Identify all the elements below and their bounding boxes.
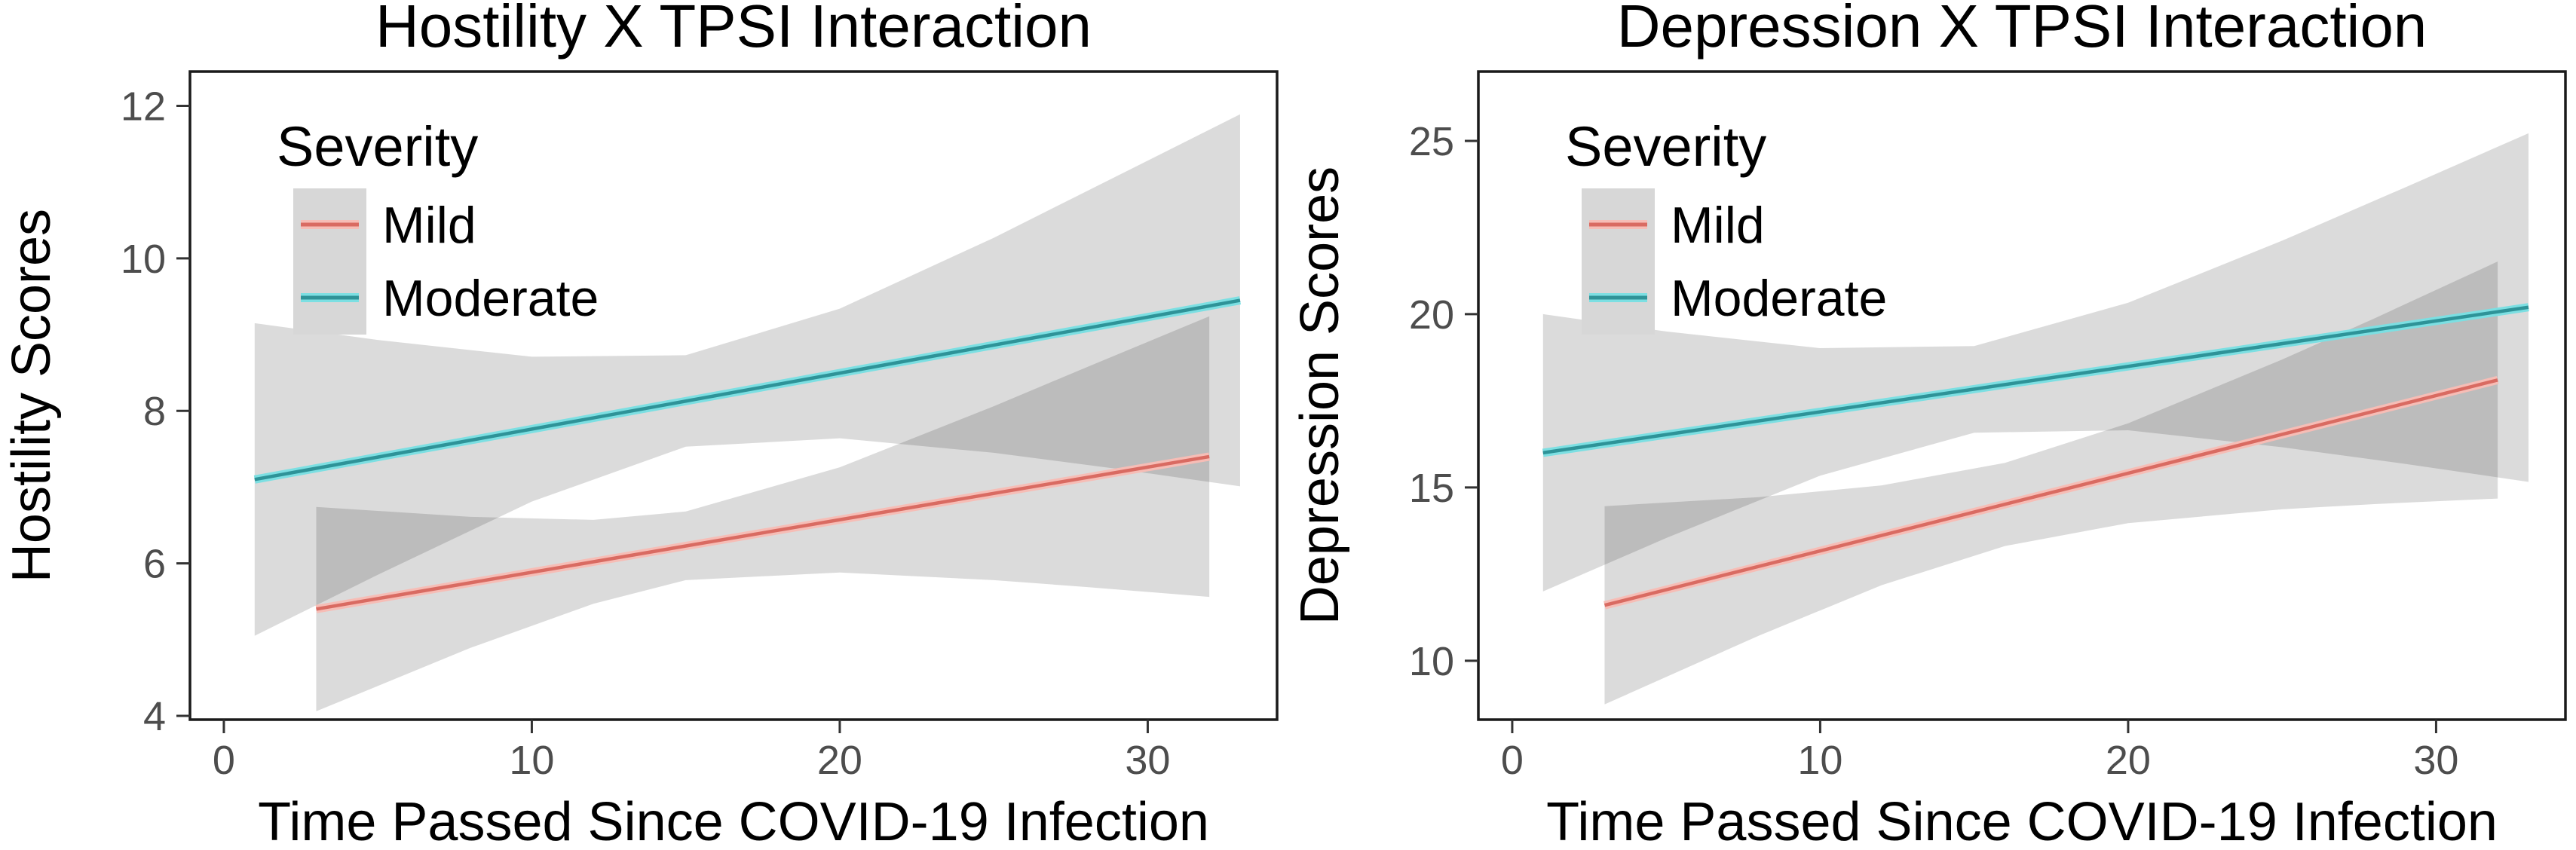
y-tick-label: 6 <box>143 542 166 587</box>
trend-line-moderate <box>254 298 1241 482</box>
trend-line-moderate <box>1542 305 2529 455</box>
x-tick-label: 30 <box>2413 738 2458 783</box>
confidence-ribbon-mild <box>1604 261 2498 705</box>
confidence-ribbon-moderate <box>1542 133 2529 592</box>
legend-entry-label: Moderate <box>1671 270 1887 327</box>
chart-panel-depression: 0 10 20 30 10 15 20 25 Depression X TPSI Interac… <box>1290 0 2567 850</box>
panel-border <box>1477 70 2567 721</box>
y-tick-label: 10 <box>121 237 166 282</box>
x-tick-label: 0 <box>213 738 235 783</box>
legend: Severity Mild Moderate <box>1565 115 1887 335</box>
y-tick-label: 4 <box>143 694 166 739</box>
y-tick-label: 8 <box>143 389 166 434</box>
y-tick-label: 12 <box>121 84 166 130</box>
x-tick-label: 10 <box>509 738 554 783</box>
trend-line-mild <box>1603 378 2498 607</box>
x-tick-label: 30 <box>1125 738 1170 783</box>
legend-entry-label: Mild <box>1671 197 1765 254</box>
confidence-ribbon-moderate <box>254 114 1240 636</box>
legend: Severity Mild Moderate <box>277 115 599 335</box>
panel-border <box>188 70 1279 721</box>
x-axis-label: Time Passed Since COVID-19 Infection <box>258 792 1209 850</box>
legend-title: Severity <box>1565 115 1766 178</box>
x-tick-label: 20 <box>817 738 862 783</box>
y-tick-label: 10 <box>1409 639 1454 684</box>
chart-panel-hostility: 0 10 20 30 4 6 8 10 12 Hostility X TPSI Interacti… <box>2 0 1279 850</box>
x-axis-label: Time Passed Since COVID-19 Infection <box>1546 792 2498 850</box>
y-axis-label: Hostility Scores <box>2 209 62 582</box>
trend-line-mild <box>316 454 1210 611</box>
y-tick-label: 25 <box>1409 119 1454 164</box>
x-tick-label: 20 <box>2106 738 2151 783</box>
y-tick-label: 15 <box>1409 466 1454 511</box>
y-axis-label: Depression Scores <box>1290 167 1350 625</box>
confidence-ribbon-mild <box>316 316 1210 711</box>
legend-title: Severity <box>277 115 478 178</box>
legend-entry-label: Moderate <box>382 270 599 327</box>
x-tick-label: 10 <box>1797 738 1842 783</box>
y-tick-label: 20 <box>1409 292 1454 338</box>
x-tick-label: 0 <box>1501 738 1524 783</box>
legend-entry-label: Mild <box>382 197 476 254</box>
panel-title: Hostility X TPSI Interaction <box>375 0 1092 60</box>
panel-title: Depression X TPSI Interaction <box>1617 0 2427 60</box>
